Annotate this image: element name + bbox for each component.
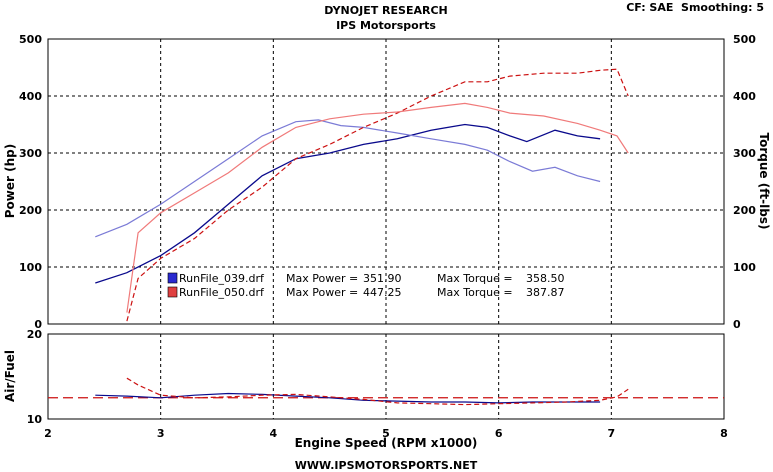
afr-series [95, 377, 629, 406]
main-series [95, 68, 629, 322]
legend-file-039: RunFile_039.drf [179, 272, 265, 285]
legend-file-050: RunFile_050.drf [179, 286, 265, 299]
chart-title: DYNOJET RESEARCH [324, 4, 447, 17]
y-tick-label-torque: 0 [733, 318, 741, 331]
legend-max-torque-050: 387.87 [526, 286, 565, 299]
x-tick-label: 5 [382, 427, 390, 440]
legend-swatch-050 [167, 286, 178, 298]
y-tick-label-torque: 500 [733, 33, 756, 46]
legend-max-power-label-050: Max Power = [286, 286, 358, 299]
x-tick-label: 3 [157, 427, 165, 440]
y-axis-label-power: Power (hp) [3, 144, 17, 218]
legend-swatch-039 [167, 272, 178, 284]
series-line-039-power [95, 123, 601, 284]
series-line-050-power [126, 68, 629, 322]
x-axis-label: Engine Speed (RPM x1000) [295, 436, 478, 450]
afr-series-line-050 [126, 377, 629, 406]
afr-series-line-039 [95, 392, 601, 404]
x-tick-label: 8 [720, 427, 728, 440]
afr-tick-labels: 2 3 4 5 6 7 8 10 20 [27, 328, 728, 440]
settings-label: CF: SAE Smoothing: 5 [626, 1, 764, 14]
legend-max-torque-039: 358.50 [526, 272, 565, 285]
y-tick-label-power: 200 [19, 204, 42, 217]
legend-max-power-050: 447.25 [363, 286, 402, 299]
series-line-050-torque [126, 102, 629, 313]
y-tick-label-power: 100 [19, 261, 42, 274]
y-tick-label-power: 400 [19, 90, 42, 103]
legend-max-torque-label-039: Max Torque = [437, 272, 513, 285]
footer-url: WWW.IPSMOTORSPORTS.NET [295, 459, 478, 472]
main-tick-labels: 0 0 100 100 200 200 300 300 400 400 500 500 [19, 33, 756, 331]
y-tick-label-torque: 200 [733, 204, 756, 217]
x-tick-label: 7 [608, 427, 616, 440]
y-tick-label-torque: 400 [733, 90, 756, 103]
y-tick-label-power: 300 [19, 147, 42, 160]
legend-max-power-label-039: Max Power = [286, 272, 358, 285]
y-tick-label-torque: 100 [733, 261, 756, 274]
y-tick-label-power: 500 [19, 33, 42, 46]
y-axis-label-afr: Air/Fuel [3, 350, 17, 402]
x-tick-label: 2 [44, 427, 52, 440]
x-tick-label: 4 [270, 427, 278, 440]
y-tick-label-afr: 10 [27, 413, 43, 426]
y-tick-label-torque: 300 [733, 147, 756, 160]
chart-subtitle: IPS Motorsports [336, 19, 436, 32]
legend-max-torque-label-050: Max Torque = [437, 286, 513, 299]
main-grid [48, 39, 724, 324]
legend: RunFile_039.drf Max Power = 351.90 Max T… [167, 272, 565, 299]
y-tick-label-afr: 20 [27, 328, 43, 341]
series-line-039-torque [95, 119, 601, 238]
main-plot-area [47, 38, 725, 325]
y-axis-label-torque: Torque (ft-lbs) [757, 133, 771, 230]
x-tick-label: 6 [495, 427, 503, 440]
y-tick-label-power: 0 [34, 318, 42, 331]
legend-max-power-039: 351.90 [363, 272, 402, 285]
